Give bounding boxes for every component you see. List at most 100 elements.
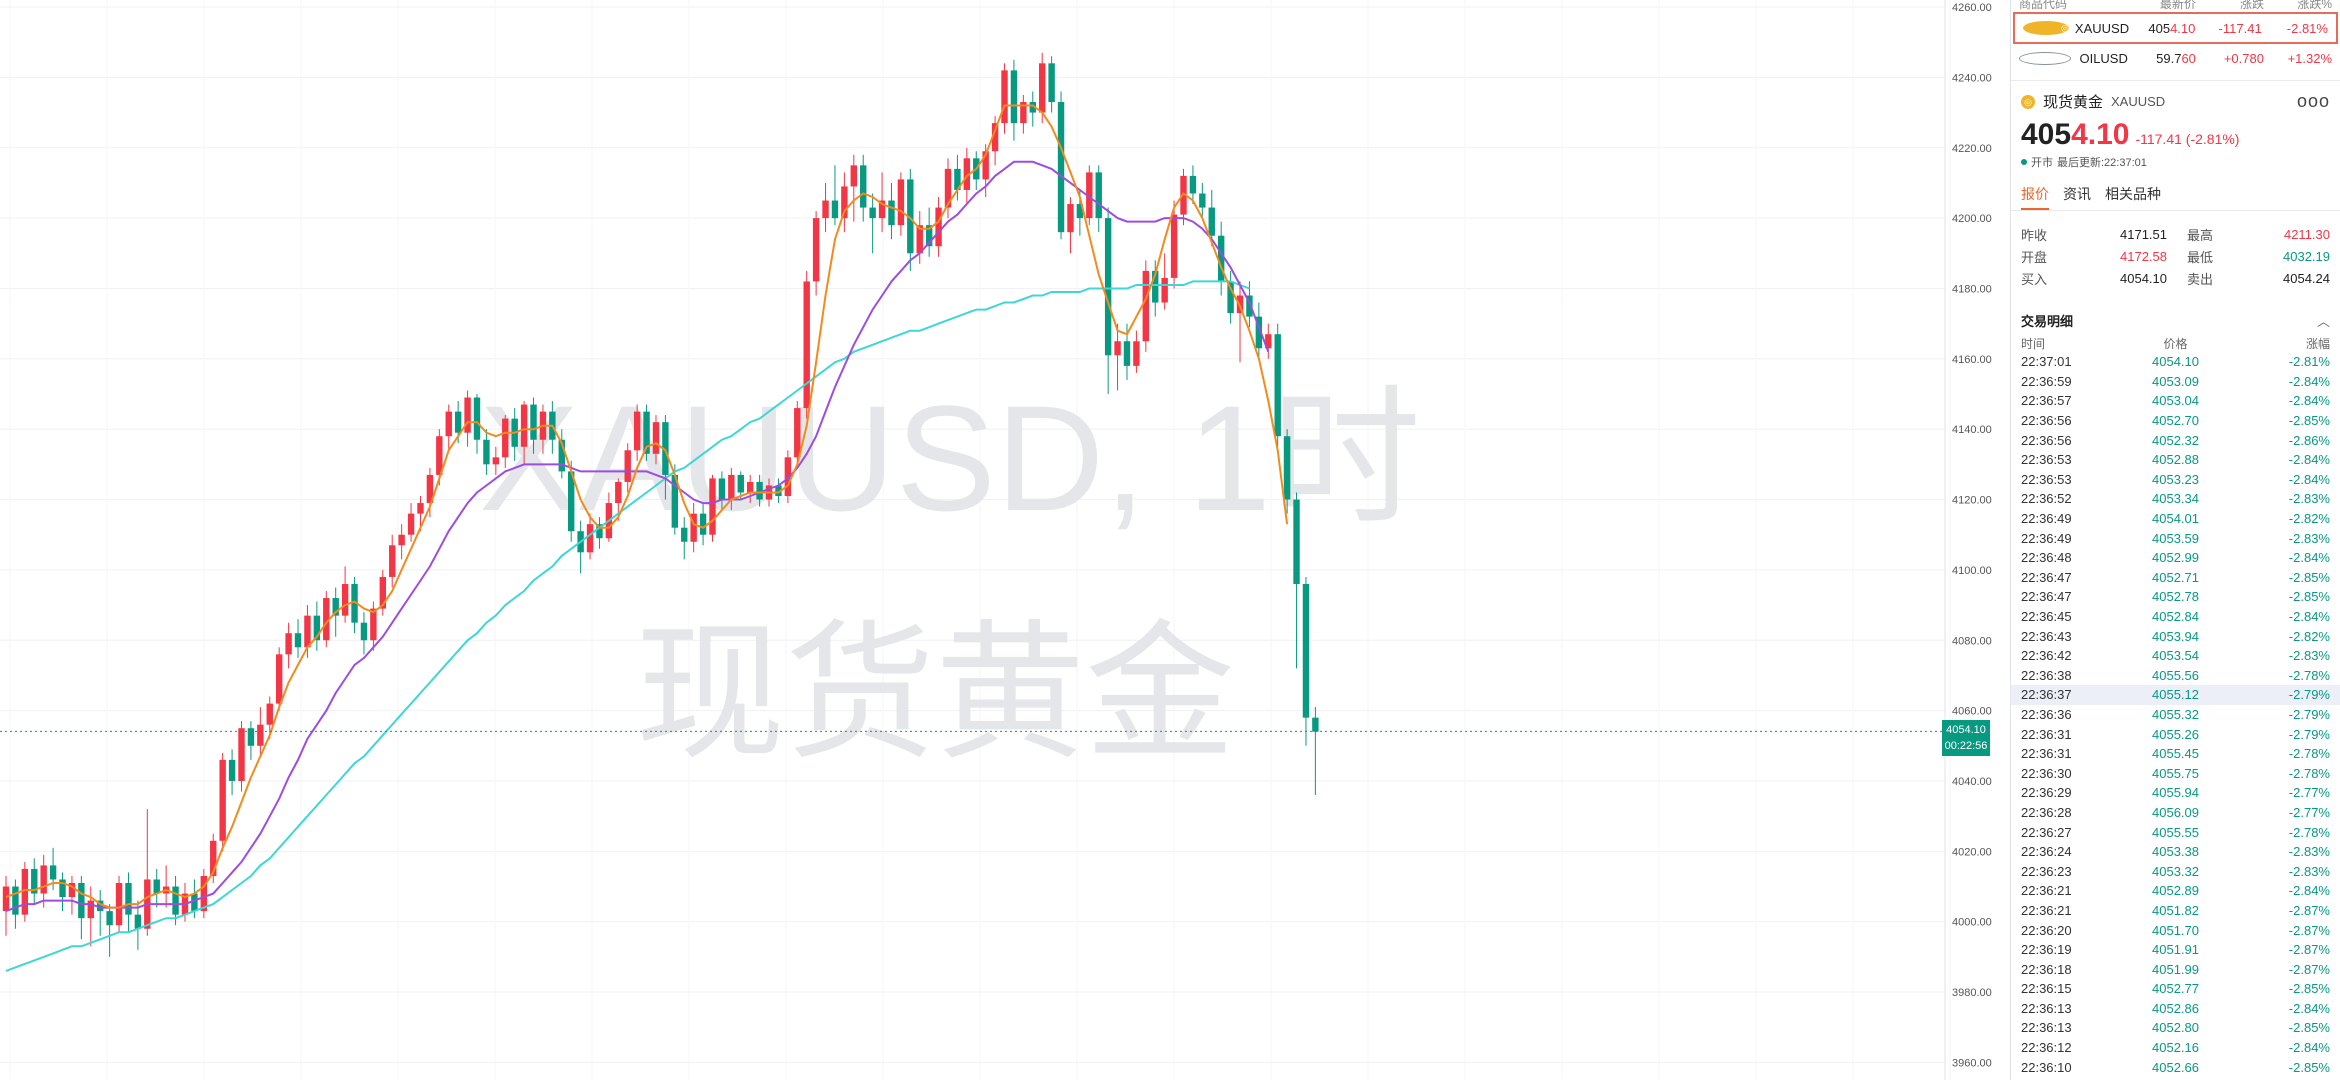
candle-body [1142, 270, 1150, 342]
trade-change: -2.84% [2288, 1040, 2330, 1056]
candle-body [709, 478, 716, 535]
trade-change: -2.87% [2288, 942, 2330, 958]
candle-body [831, 200, 839, 219]
candle-body [134, 914, 142, 929]
candle-body [963, 158, 971, 190]
candle-body [200, 875, 208, 912]
candle-body [746, 481, 754, 493]
candle-body [756, 481, 763, 500]
trade-change: -2.85% [2288, 981, 2330, 997]
ma-fast-line [5, 104, 1289, 909]
trade-price: 4053.32 [2152, 863, 2199, 879]
trade-price: 4052.86 [2152, 1000, 2199, 1016]
col-last[interactable]: 最新价 [2159, 0, 2196, 11]
candle-body [49, 865, 57, 880]
trade-price: 4053.59 [2152, 530, 2199, 546]
col-change[interactable]: 涨跌 [2239, 0, 2264, 11]
candle [652, 415, 660, 465]
trade-row: 22:36:53 4052.88 -2.84% [2011, 450, 2340, 470]
trades-list[interactable]: 22:37:01 4054.10 -2.81% 22:36:59 4053.09 -2.8… [2011, 352, 2340, 1077]
candle-body [502, 418, 509, 458]
candle [1312, 707, 1319, 796]
candle [1161, 253, 1168, 310]
candle-body [454, 411, 462, 433]
trade-change: -2.87% [2288, 922, 2330, 938]
candle-body [389, 545, 396, 577]
candle [200, 868, 208, 919]
candle-body [643, 411, 650, 454]
candle-body [360, 622, 368, 641]
candle [21, 861, 29, 922]
trade-time: 22:37:01 [2021, 354, 2072, 370]
trade-change: -2.84% [2288, 550, 2330, 566]
candle [897, 172, 905, 236]
candle-body [1076, 204, 1084, 219]
trade-price: 4055.75 [2152, 765, 2199, 781]
trade-time: 22:36:12 [2021, 1040, 2072, 1056]
trade-change: -2.77% [2288, 785, 2330, 801]
watchlist-row-xauusd[interactable]: ◎ XAUUSD 4054.10 -117.41 -2.81% [2013, 12, 2338, 44]
trade-row: 22:36:52 4053.34 -2.83% [2011, 489, 2340, 509]
price-axis-label: 4220.00 [1952, 143, 1992, 155]
candle-body [520, 404, 528, 447]
candle-body [370, 608, 377, 641]
trade-price: 4054.01 [2152, 511, 2199, 527]
candle-body [775, 485, 782, 497]
candle [784, 450, 792, 504]
candle-body [31, 868, 38, 894]
candle [662, 415, 669, 500]
candle [1067, 197, 1074, 254]
chart-area[interactable]: XAUUSD, 1时 现货黄金 4260.00 4240.00 4220.00 420… [0, 0, 2010, 1080]
tab-related[interactable]: 相关品种 [2105, 186, 2161, 202]
trade-change: -2.78% [2288, 746, 2330, 762]
candle [586, 513, 594, 560]
candle-body [1104, 218, 1112, 356]
price-axis-label: 4040.00 [1952, 776, 1992, 788]
trade-change: -2.85% [2288, 1020, 2330, 1036]
candle-body [1029, 102, 1036, 113]
candle [935, 197, 942, 257]
instrument-details: ◎ 现货黄金 XAUUSD ooo 4054.10 -117.41 (-2.81… [2011, 81, 2340, 170]
candlestick-chart[interactable]: XAUUSD, 1时 现货黄金 4260.00 4240.00 4220.00 420… [0, 0, 2010, 1080]
trade-price: 4055.45 [2152, 746, 2199, 762]
trade-row: 22:36:42 4053.54 -2.83% [2011, 646, 2340, 666]
candle [144, 809, 151, 936]
watchlist-symbol: OILUSD [2079, 50, 2128, 66]
candle-body [1312, 717, 1319, 732]
trade-row: 22:36:27 4055.55 -2.78% [2011, 822, 2340, 842]
candle-body [106, 911, 113, 926]
trade-time: 22:36:42 [2021, 648, 2072, 664]
candle [134, 900, 142, 950]
candle-body [878, 200, 886, 219]
trade-time: 22:36:27 [2021, 824, 2072, 840]
trade-change: -2.85% [2288, 413, 2330, 429]
trade-time: 22:36:57 [2021, 393, 2072, 409]
col-change-pct[interactable]: 涨跌% [2297, 0, 2333, 11]
candle-body [925, 225, 933, 247]
candle-body [323, 598, 330, 641]
candle [351, 576, 358, 634]
watchlist-row-oilusd[interactable]: OILUSD 59.760 +0.780 +1.32% [2011, 44, 2340, 72]
trade-row: 22:36:36 4055.32 -2.79% [2011, 705, 2340, 725]
tab-news[interactable]: 资讯 [2063, 186, 2091, 202]
candle-body [1010, 70, 1018, 124]
candle-body [1152, 270, 1159, 303]
col-symbol[interactable]: 商品代码 [2019, 0, 2068, 11]
trade-time: 22:36:21 [2021, 902, 2072, 918]
trade-row: 22:36:13 4052.86 -2.84% [2011, 999, 2340, 1019]
trade-price: 4052.99 [2152, 550, 2199, 566]
tab-quote[interactable]: 报价 [2021, 184, 2049, 210]
watermark-line-1: XAUUSD, 1时 [479, 374, 1421, 542]
high-label: 最高 [2187, 227, 2214, 243]
trade-change: -2.78% [2288, 824, 2330, 840]
candle [888, 182, 895, 240]
trade-price: 4052.89 [2152, 883, 2199, 899]
collapse-chevron-icon[interactable]: ︿ [2316, 314, 2330, 329]
trade-time: 22:36:23 [2021, 863, 2072, 879]
candle [746, 474, 754, 504]
trade-row: 22:36:30 4055.75 -2.78% [2011, 763, 2340, 783]
more-options-icon[interactable]: ooo [2296, 91, 2330, 111]
trades-title: 交易明细 [2021, 314, 2074, 329]
candle-body [332, 598, 339, 616]
candle [1283, 429, 1291, 514]
